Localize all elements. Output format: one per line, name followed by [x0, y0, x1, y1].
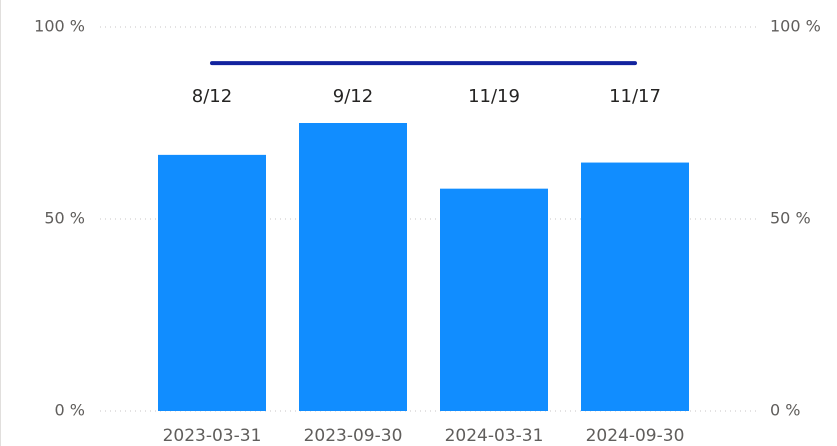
x-tick-label: 2024-03-31 — [445, 426, 544, 446]
bar — [440, 188, 548, 411]
x-tick-label: 2023-03-31 — [163, 426, 262, 446]
y-tick-label: 0 % — [55, 401, 85, 420]
data-label: 9/12 — [333, 86, 373, 107]
y-tick-label: 100 % — [34, 17, 85, 36]
bar — [581, 162, 689, 411]
data-label: 8/12 — [192, 86, 232, 107]
y-tick-label: 50 % — [44, 209, 85, 228]
y2-tick-label: 100 % — [770, 17, 821, 36]
bar — [299, 123, 407, 411]
y2-tick-label: 50 % — [770, 209, 811, 228]
data-label: 11/19 — [468, 86, 520, 107]
bar — [158, 154, 266, 411]
x-tick-label: 2024-09-30 — [586, 426, 685, 446]
data-label: 11/17 — [609, 86, 661, 107]
x-tick-label: 2023-09-30 — [304, 426, 403, 446]
y2-tick-label: 0 % — [770, 401, 800, 420]
